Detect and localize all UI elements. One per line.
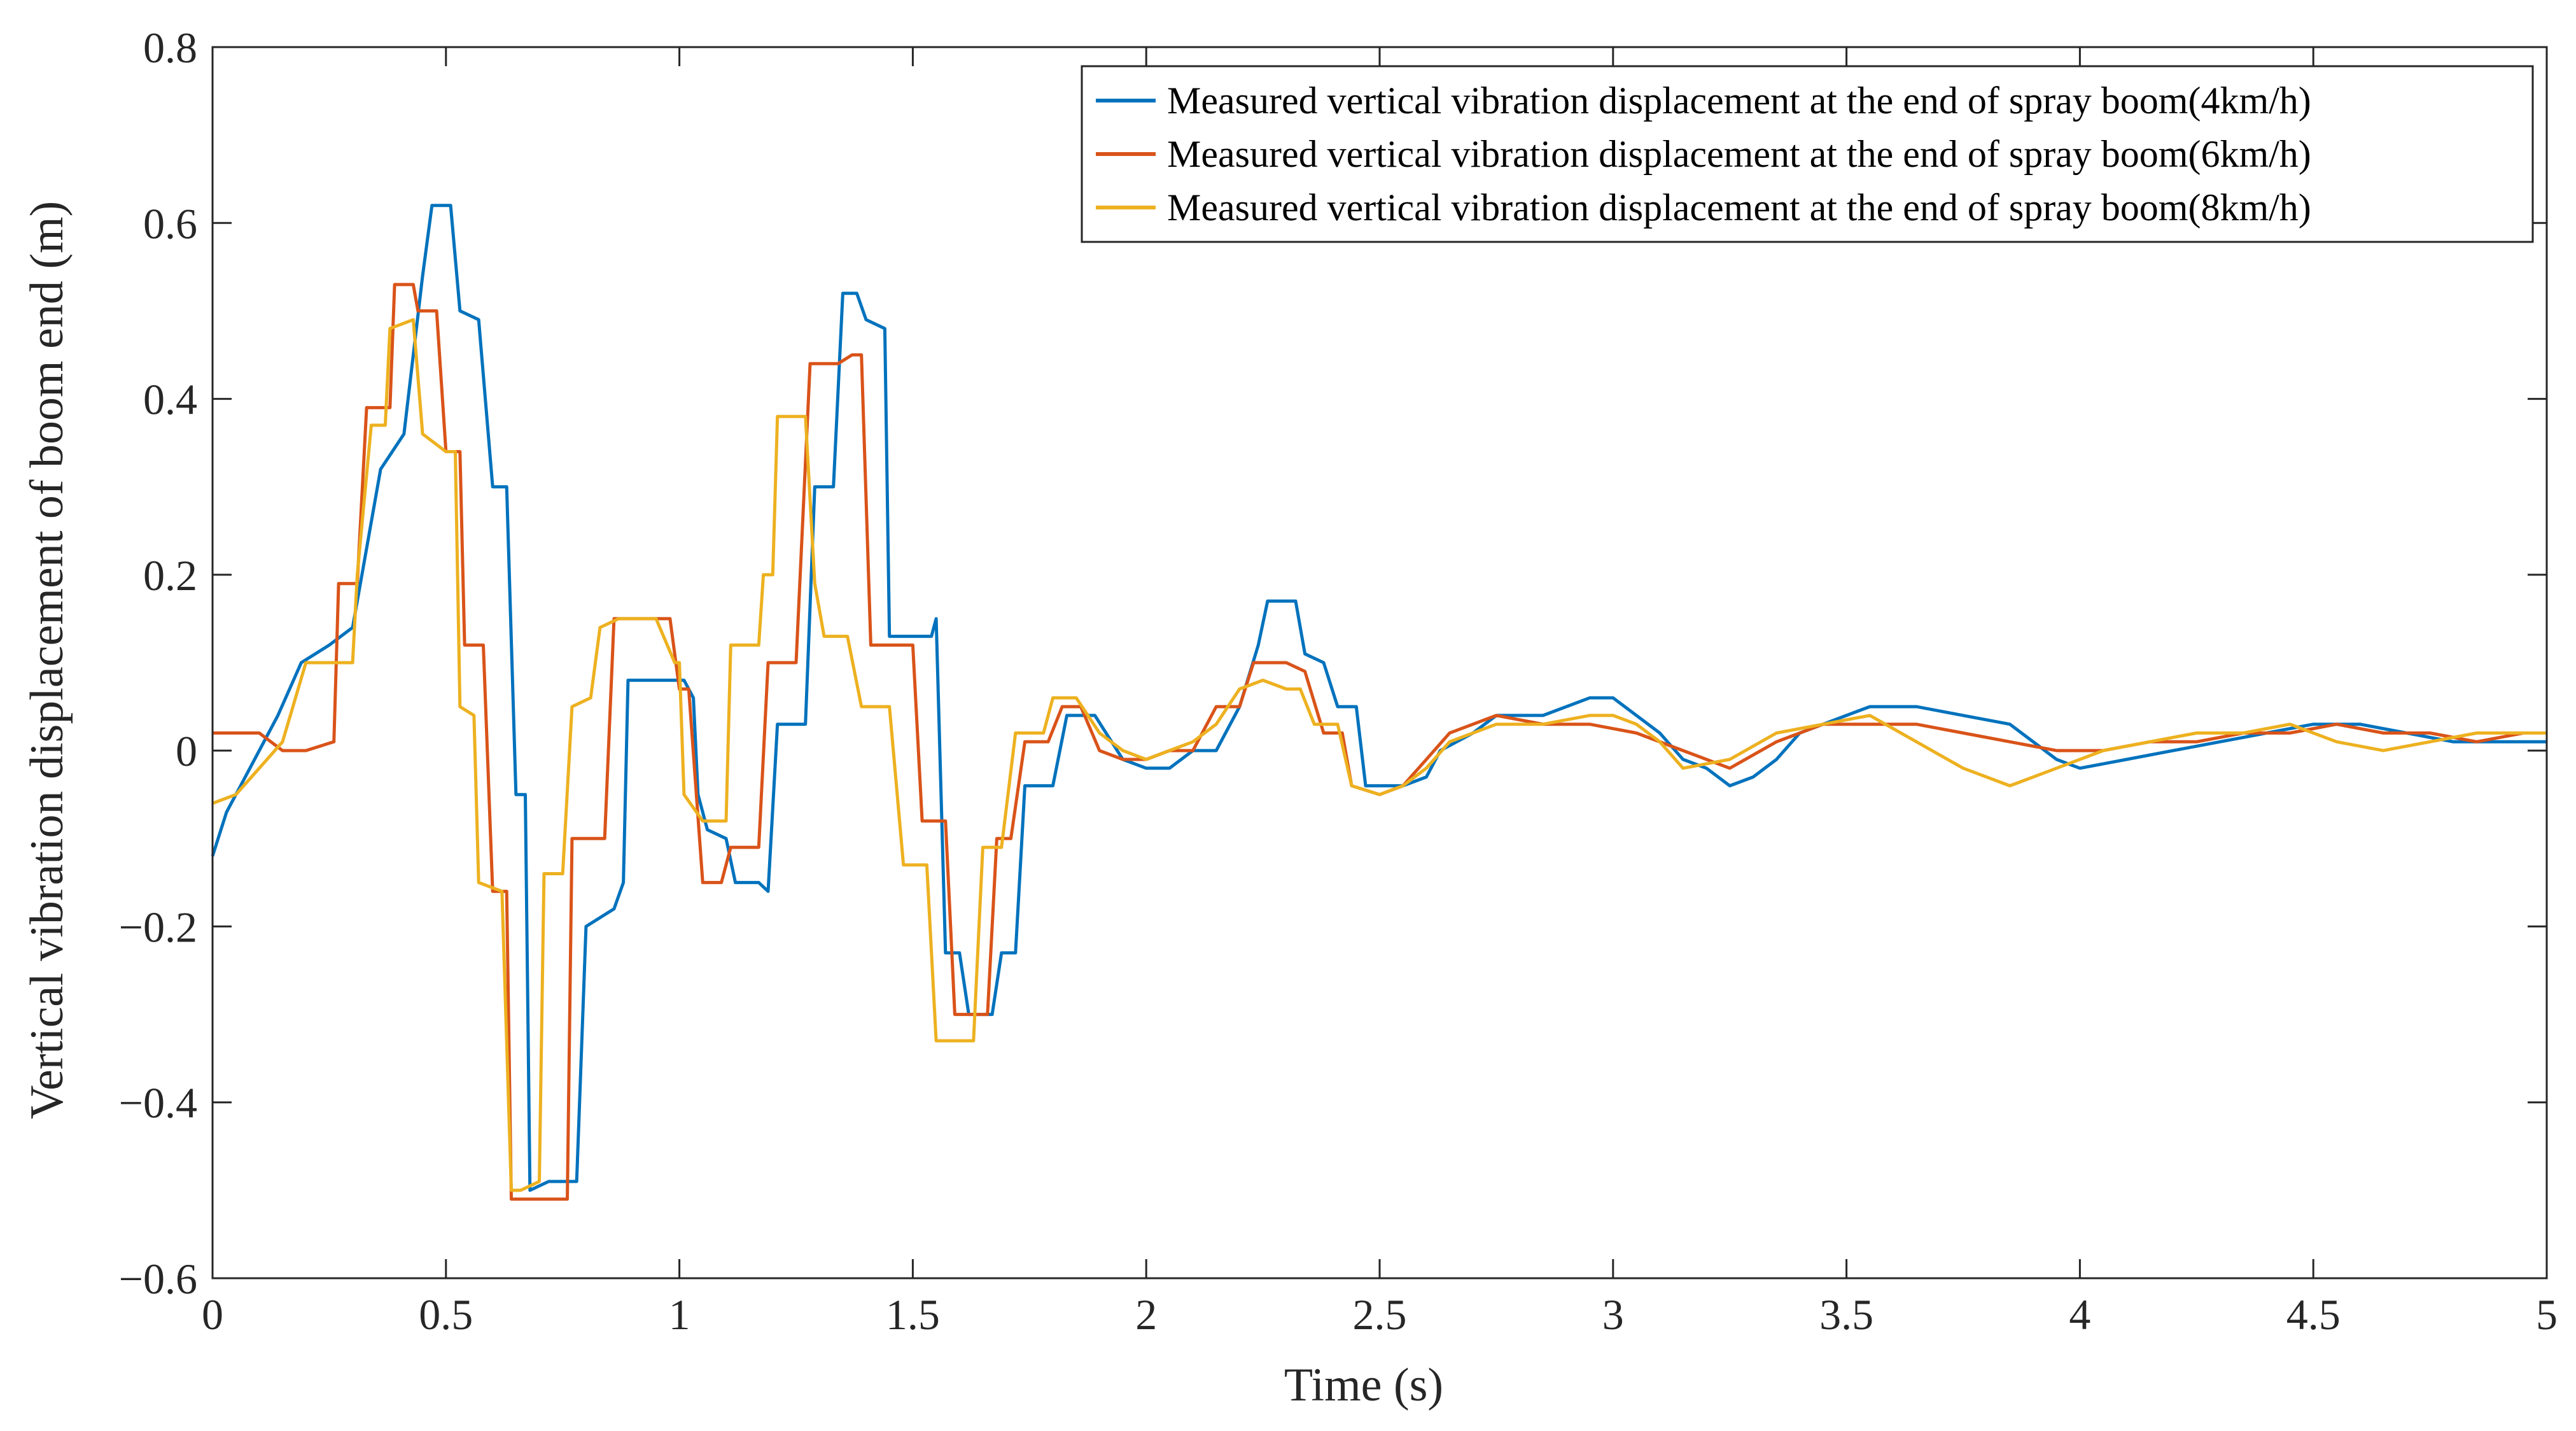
x-tick-label: 0 [202, 1290, 223, 1339]
x-tick-label: 3 [1602, 1290, 1624, 1339]
y-axis-title: Vertical vibration displacement of boom … [21, 201, 73, 1120]
x-tick-label: 4 [2069, 1290, 2090, 1339]
y-tick-label: −0.4 [119, 1079, 197, 1127]
x-tick-label: 2.5 [1353, 1290, 1407, 1339]
x-tick-label: 4.5 [2286, 1290, 2341, 1339]
x-tick-label: 0.5 [419, 1290, 473, 1339]
y-tick-label: 0 [176, 727, 197, 775]
x-tick-label: 1.5 [886, 1290, 940, 1339]
legend-label-2: Measured vertical vibration displacement… [1167, 133, 2311, 175]
x-tick-label: 2 [1135, 1290, 1157, 1339]
y-tick-label: −0.2 [119, 903, 197, 951]
series-layer [211, 204, 2547, 1201]
ticks-layer: 0 0.5 1 1.5 2 2.5 3 3.5 4 4.5 5 −0.6 −0.4 −0.2 0 0.2 0.4… [119, 24, 2558, 1339]
y-tick-label: 0.6 [143, 199, 197, 248]
y-tick-label: 0.8 [143, 24, 197, 72]
x-tick-label: 1 [669, 1290, 690, 1339]
series-line-1 [211, 204, 2547, 1192]
y-tick-label: 0.2 [143, 551, 197, 600]
legend-box [1081, 65, 2534, 243]
legend: Measured vertical vibration displacement… [1081, 65, 2534, 243]
x-axis-title: Time (s) [1284, 1359, 1443, 1411]
x-tick-label: 5 [2536, 1290, 2558, 1339]
legend-label-3: Measured vertical vibration displacement… [1167, 187, 2311, 229]
y-tick-label: −0.6 [119, 1255, 197, 1303]
legend-label-1: Measured vertical vibration displacement… [1167, 80, 2311, 122]
y-tick-label: 0.4 [143, 376, 197, 424]
series-line-3 [212, 318, 2547, 1192]
x-tick-label: 3.5 [1819, 1290, 1873, 1339]
